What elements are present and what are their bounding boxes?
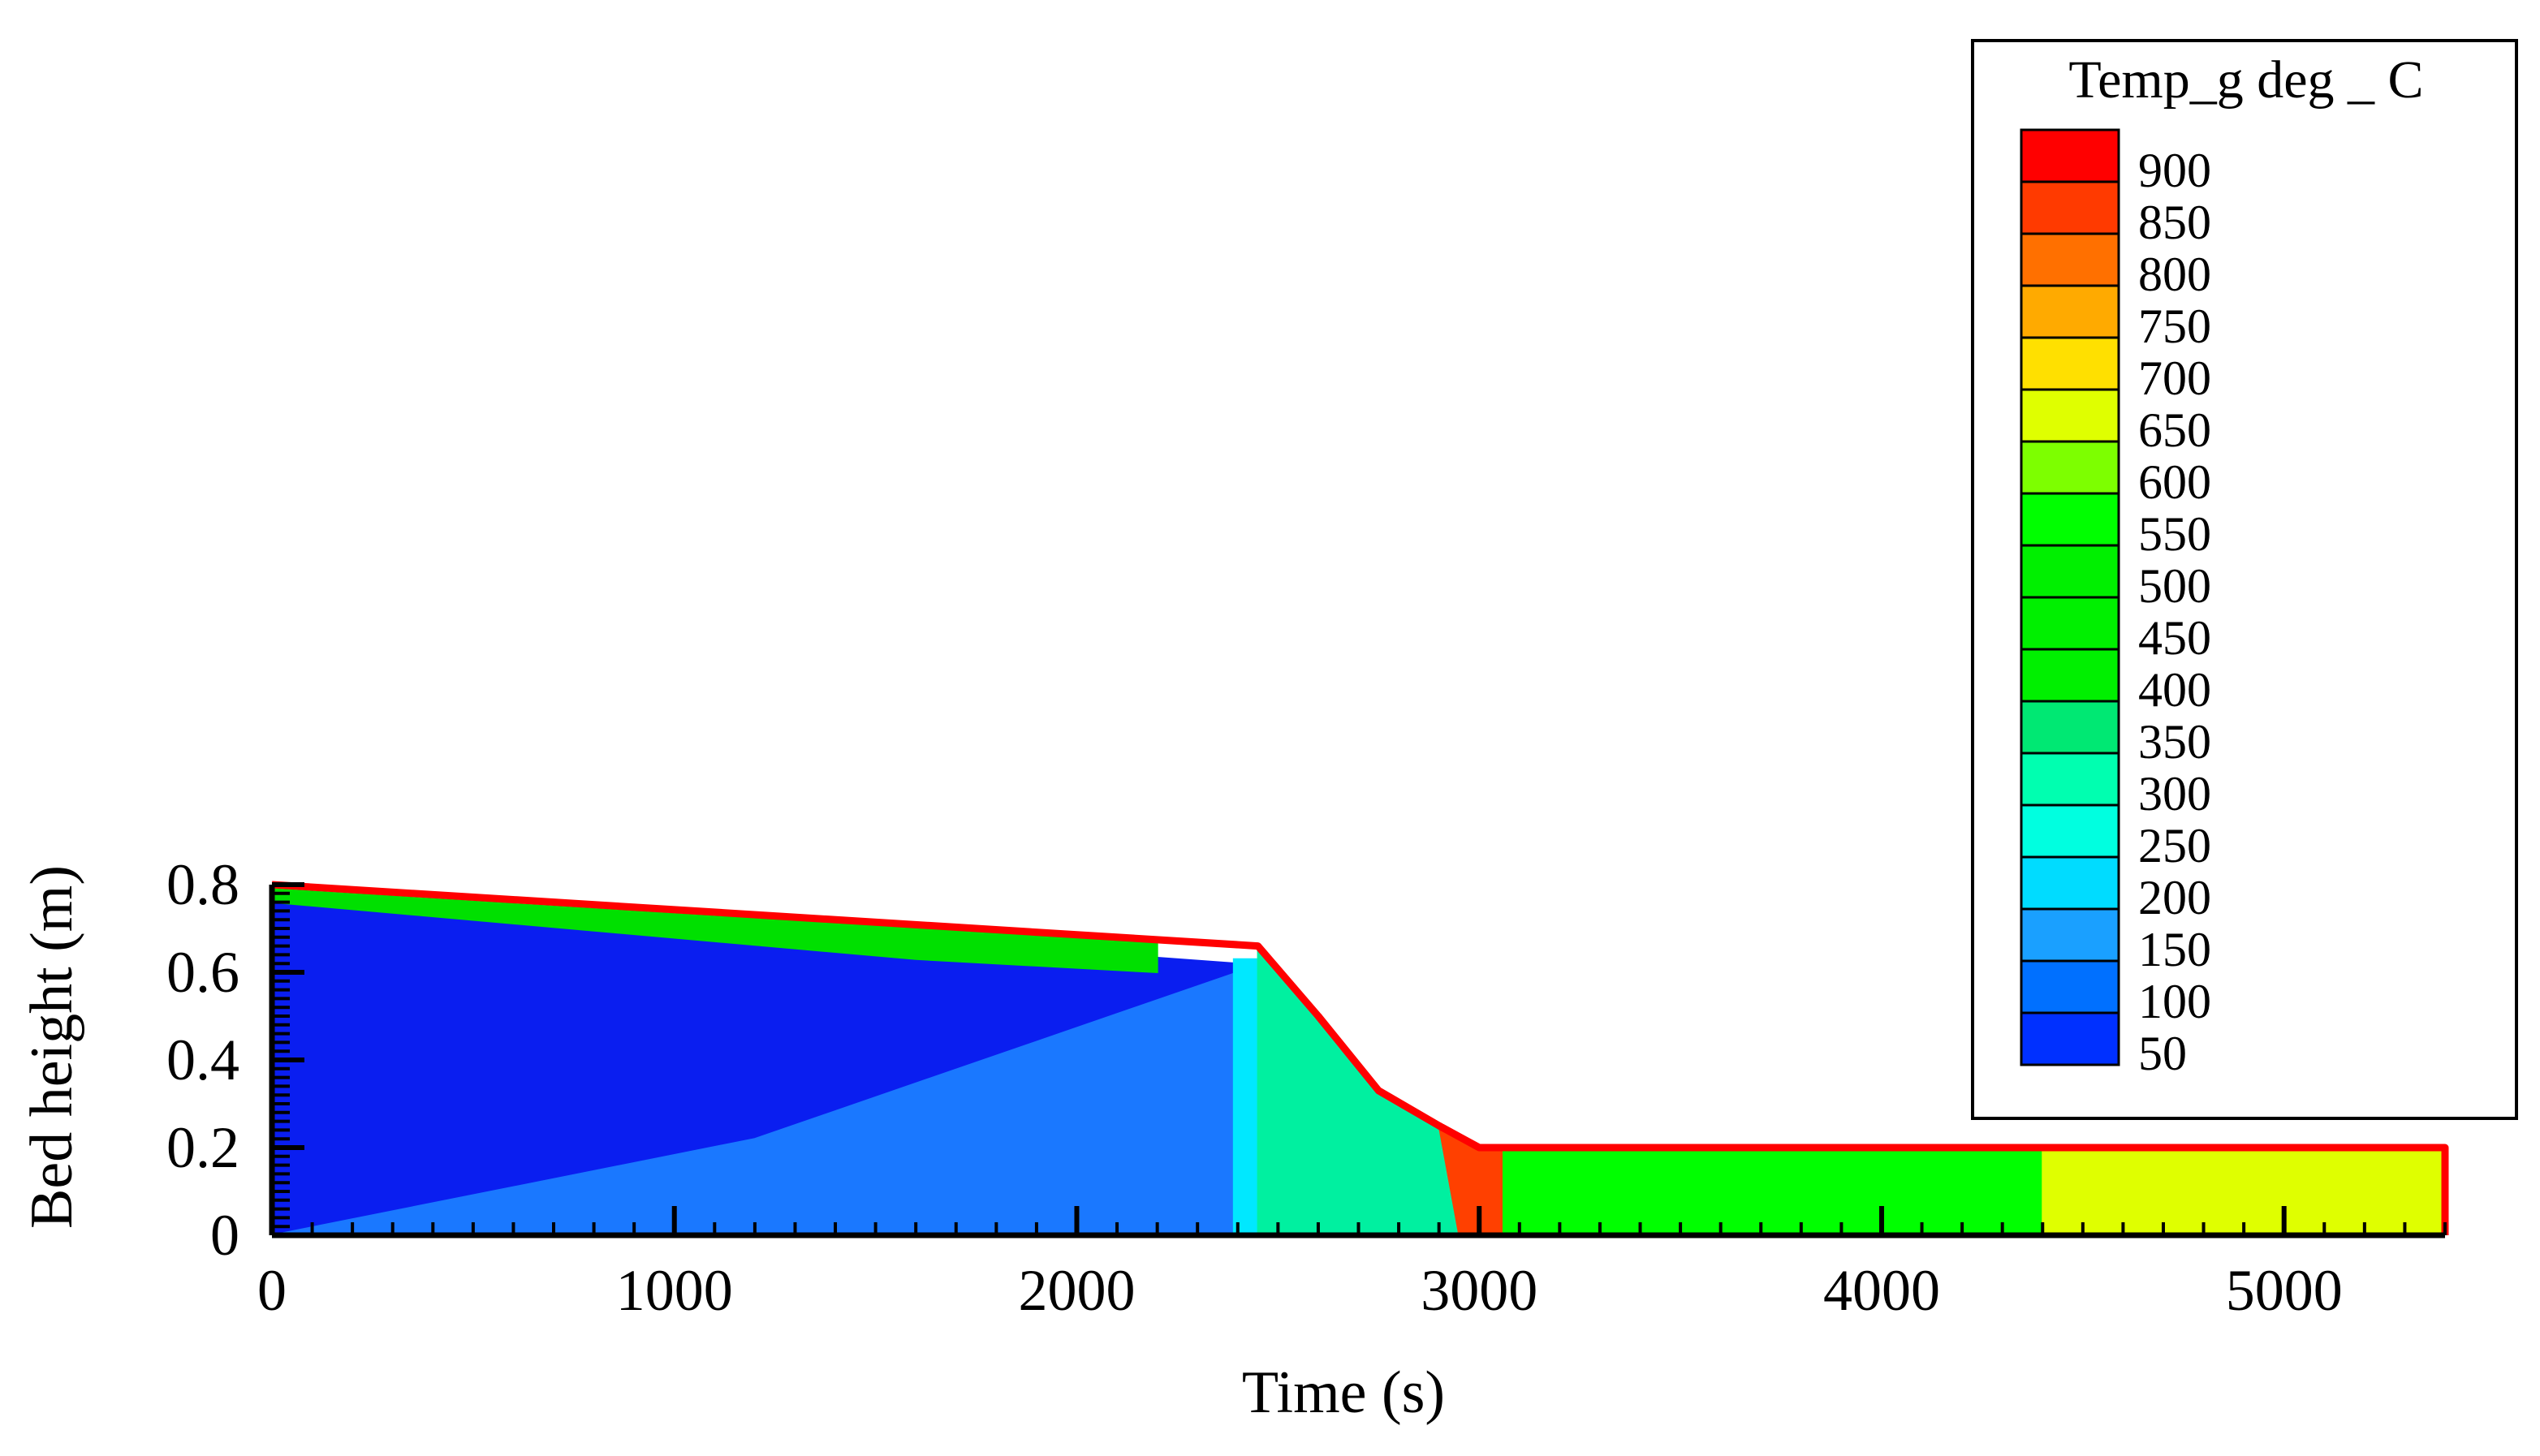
legend-label: 700: [2138, 351, 2211, 405]
plot-area: 0 1000 2000 3000 4000 5000 0 0.2 0.4 0.6 0.8: [166, 852, 2449, 1323]
legend-label: 650: [2138, 403, 2211, 457]
legend-label: 150: [2138, 923, 2211, 976]
legend-swatch: [2020, 128, 2120, 183]
legend-label: 200: [2138, 871, 2211, 924]
x-tick-label: 4000: [1823, 1258, 1940, 1323]
legend-label: 850: [2138, 196, 2211, 249]
legend-label: 750: [2138, 299, 2211, 353]
x-axis-label: Time (s): [1242, 1359, 1445, 1426]
temperature-region-7: [2042, 1147, 2445, 1235]
legend: Temp_g deg _ C 9008508007507006506005505…: [1971, 39, 2518, 1120]
x-axis-ticks: 0 1000 2000 3000 4000 5000: [257, 1206, 2343, 1323]
y-axis-label: Bed height (m): [19, 865, 85, 1229]
y-tick-label: 0: [210, 1203, 239, 1268]
temperature-region-2: [272, 888, 1158, 974]
legend-label: 250: [2138, 819, 2211, 872]
y-tick-label: 0.8: [166, 852, 239, 917]
legend-label: 800: [2138, 248, 2211, 301]
legend-swatch: [2020, 492, 2120, 547]
y-tick-label: 0.6: [166, 940, 239, 1005]
legend-swatch: [2020, 803, 2120, 859]
x-tick-label: 0: [257, 1258, 287, 1323]
legend-swatch: [2020, 648, 2120, 703]
y-tick-label: 0.2: [166, 1115, 239, 1180]
temperature-region-6: [1502, 1147, 2044, 1235]
legend-label: 100: [2138, 975, 2211, 1028]
legend-swatch: [2020, 752, 2120, 807]
y-tick-label: 0.4: [166, 1027, 239, 1092]
legend-label: 350: [2138, 715, 2211, 769]
legend-swatch: [2020, 959, 2120, 1014]
legend-label: 500: [2138, 559, 2211, 613]
x-tick-label: 5000: [2226, 1258, 2343, 1323]
legend-swatch: [2020, 440, 2120, 495]
legend-swatches: [2020, 128, 2120, 1066]
x-tick-label: 3000: [1421, 1258, 1537, 1323]
temperature-region-4: [1257, 943, 1460, 1235]
bed-surface-line: [271, 881, 2449, 1235]
legend-label: 900: [2138, 144, 2211, 197]
legend-swatch: [2020, 284, 2120, 339]
y-axis-ticks: 0 0.2 0.4 0.6 0.8: [166, 852, 304, 1268]
x-tick-label: 2000: [1018, 1258, 1135, 1323]
legend-swatch: [2020, 1011, 2120, 1066]
legend-swatch: [2020, 336, 2120, 391]
legend-swatch: [2020, 232, 2120, 287]
legend-swatch: [2020, 596, 2120, 651]
temperature-region-3: [1232, 958, 1259, 1235]
temperature-regions: [272, 888, 2445, 1235]
legend-label: 300: [2138, 767, 2211, 821]
legend-swatch: [2020, 700, 2120, 755]
legend-swatch: [2020, 855, 2120, 911]
x-tick-label: 1000: [616, 1258, 733, 1323]
legend-label: 450: [2138, 611, 2211, 665]
legend-label: 600: [2138, 455, 2211, 509]
legend-swatch: [2020, 907, 2120, 963]
legend-swatch: [2020, 388, 2120, 443]
legend-swatch: [2020, 544, 2120, 599]
legend-label: 50: [2138, 1027, 2187, 1080]
legend-title: Temp_g deg _ C: [2068, 50, 2423, 110]
legend-label: 400: [2138, 663, 2211, 717]
legend-labels: 9008508007507006506005505004504003503002…: [2138, 144, 2211, 1080]
legend-swatch: [2020, 180, 2120, 235]
legend-label: 550: [2138, 507, 2211, 561]
